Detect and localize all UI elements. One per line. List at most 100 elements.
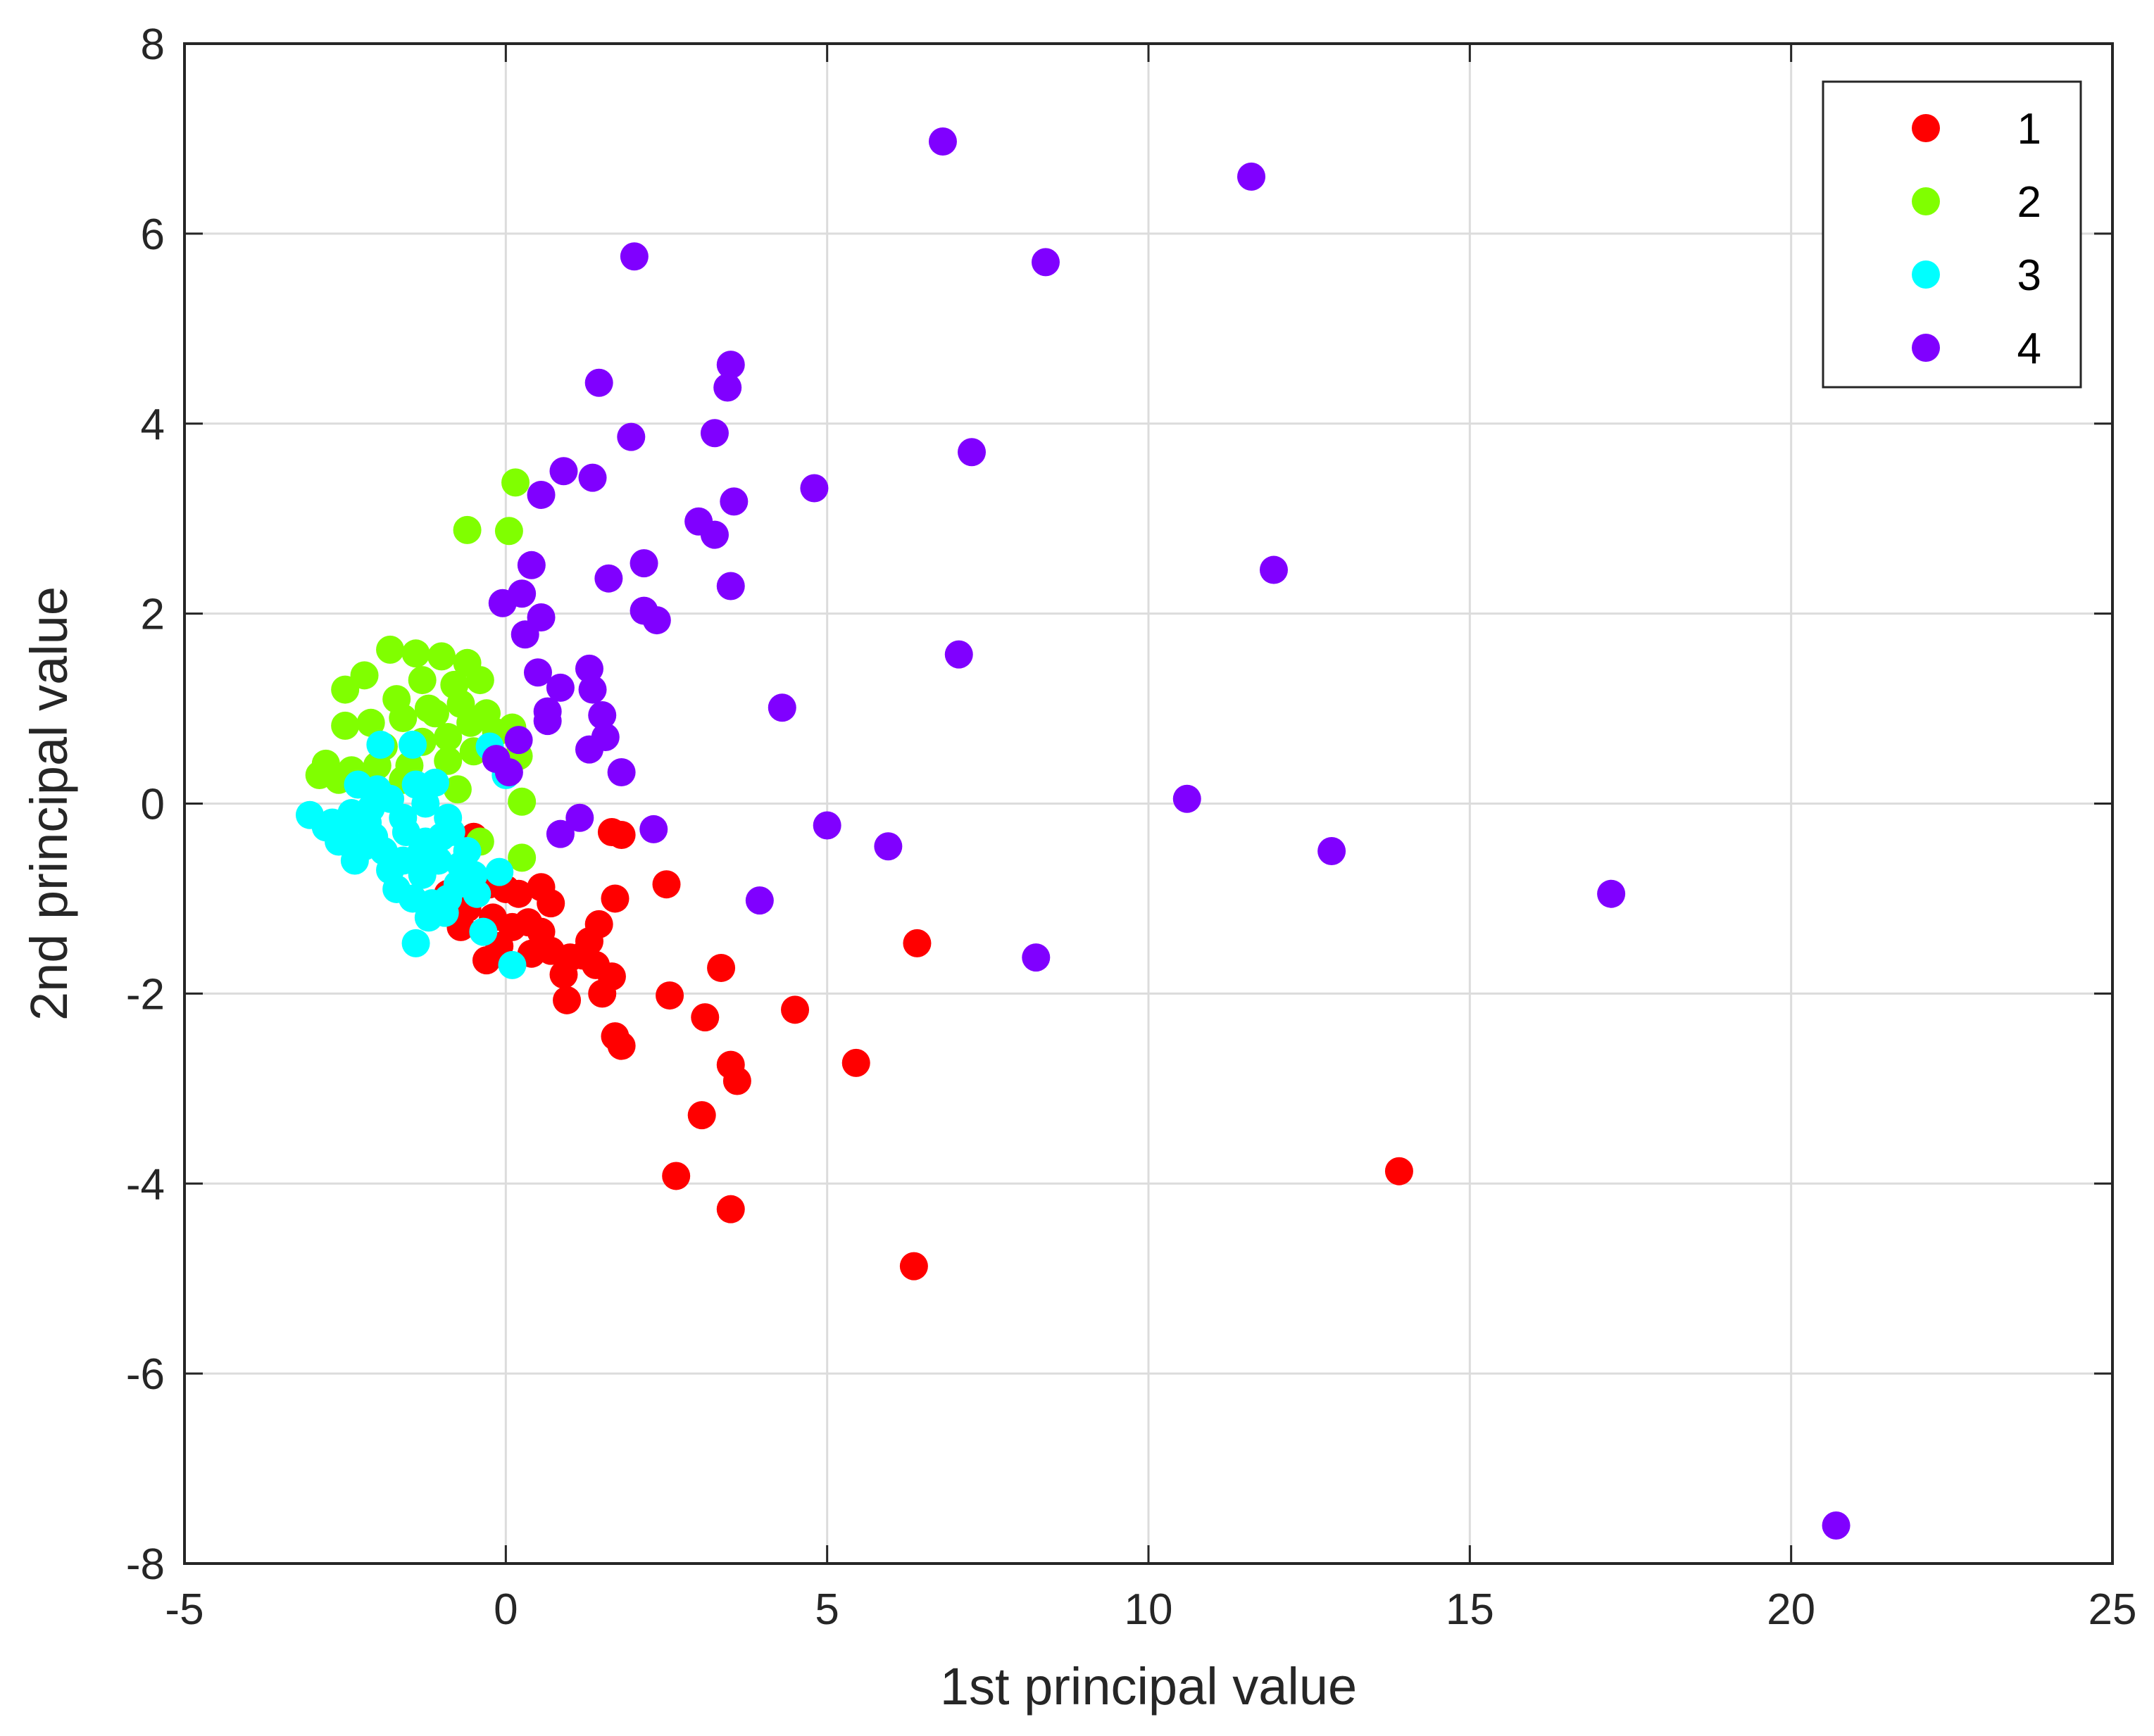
data-point bbox=[376, 855, 405, 884]
data-point bbox=[434, 746, 463, 775]
data-point bbox=[1031, 248, 1060, 277]
data-point bbox=[469, 917, 498, 946]
data-point bbox=[434, 803, 463, 832]
legend-marker bbox=[1912, 187, 1940, 215]
data-point bbox=[1384, 1157, 1413, 1185]
x-axis-label: 1st principal value bbox=[940, 1657, 1357, 1716]
data-point bbox=[485, 857, 514, 886]
data-point bbox=[446, 851, 475, 880]
y-tick-label: 2 bbox=[141, 591, 165, 639]
data-point bbox=[456, 708, 485, 737]
data-point bbox=[841, 1048, 870, 1077]
data-point bbox=[401, 929, 430, 957]
data-point bbox=[517, 551, 546, 579]
axis-ticks bbox=[183, 42, 2114, 1565]
data-point bbox=[356, 708, 385, 737]
data-point bbox=[527, 480, 556, 509]
data-point bbox=[331, 711, 360, 740]
data-point bbox=[656, 981, 684, 1010]
data-point bbox=[607, 757, 636, 786]
data-point bbox=[295, 800, 324, 829]
y-tick-label: 6 bbox=[141, 210, 165, 259]
data-point bbox=[553, 986, 582, 1014]
y-tick-label: 0 bbox=[141, 781, 165, 829]
y-tick-label: 8 bbox=[141, 20, 165, 69]
data-point bbox=[494, 757, 523, 786]
data-point bbox=[408, 666, 437, 695]
data-point bbox=[366, 730, 395, 759]
legend-box bbox=[1822, 80, 2082, 389]
legend-label: 1 bbox=[2017, 105, 2041, 153]
data-point bbox=[707, 953, 736, 982]
data-point bbox=[1597, 879, 1626, 908]
x-tick-label: 15 bbox=[1446, 1585, 1494, 1634]
data-point bbox=[601, 884, 630, 913]
data-point bbox=[813, 811, 841, 840]
data-point bbox=[691, 1003, 720, 1032]
x-tick-label: 5 bbox=[815, 1585, 839, 1634]
data-point bbox=[430, 898, 459, 927]
data-point bbox=[687, 1101, 716, 1130]
data-point bbox=[331, 675, 360, 704]
data-point bbox=[465, 666, 494, 695]
legend-marker bbox=[1912, 334, 1940, 362]
data-point bbox=[716, 1195, 745, 1224]
data-point bbox=[488, 589, 517, 617]
data-point bbox=[401, 639, 430, 668]
data-point bbox=[494, 517, 523, 546]
data-point bbox=[588, 701, 617, 730]
data-point bbox=[389, 803, 418, 832]
data-point bbox=[414, 694, 443, 723]
data-point bbox=[523, 658, 552, 687]
data-point bbox=[1172, 784, 1201, 813]
data-point bbox=[617, 422, 646, 451]
data-point bbox=[652, 870, 681, 899]
data-point bbox=[398, 730, 427, 759]
data-point bbox=[642, 606, 671, 635]
data-point bbox=[607, 1031, 636, 1060]
axis-tick-labels: -5 0 5 10 15 20 25 -8 -6 -4 -2 0 2 4 6 8 bbox=[126, 20, 2137, 1634]
data-point bbox=[511, 620, 539, 649]
legend-label: 3 bbox=[2017, 251, 2041, 300]
data-point bbox=[546, 673, 575, 702]
data-point bbox=[588, 979, 617, 1008]
data-point bbox=[1022, 943, 1051, 972]
data-point bbox=[578, 463, 607, 492]
data-point bbox=[1259, 555, 1288, 584]
data-point bbox=[639, 814, 668, 843]
data-point bbox=[1822, 1511, 1851, 1540]
data-point bbox=[565, 803, 594, 832]
data-point bbox=[594, 564, 623, 593]
series-3 bbox=[295, 730, 527, 979]
data-point bbox=[498, 950, 527, 979]
legend-marker bbox=[1912, 114, 1940, 142]
data-point bbox=[504, 726, 533, 755]
data-point bbox=[363, 751, 392, 780]
data-point bbox=[453, 515, 482, 544]
data-point bbox=[405, 841, 434, 870]
data-point bbox=[344, 770, 372, 799]
data-points bbox=[295, 127, 1851, 1540]
data-point bbox=[533, 707, 562, 736]
y-tick-label: -6 bbox=[126, 1350, 165, 1399]
data-point bbox=[546, 819, 575, 848]
data-point bbox=[420, 768, 449, 797]
data-point bbox=[716, 351, 745, 379]
data-point bbox=[411, 789, 440, 818]
data-point bbox=[720, 487, 749, 516]
data-point bbox=[549, 457, 578, 486]
data-point bbox=[745, 886, 774, 915]
data-point bbox=[1317, 836, 1346, 865]
data-point bbox=[427, 642, 456, 671]
data-point bbox=[768, 693, 796, 722]
data-point bbox=[389, 704, 418, 733]
x-tick-label: 10 bbox=[1125, 1585, 1173, 1634]
x-tick-label: -5 bbox=[165, 1585, 203, 1634]
data-point bbox=[376, 635, 405, 664]
data-point bbox=[874, 832, 903, 861]
data-point bbox=[434, 723, 463, 752]
data-point bbox=[944, 640, 973, 669]
data-point bbox=[662, 1162, 691, 1190]
y-axis-label: 2nd principal value bbox=[20, 586, 78, 1021]
data-point bbox=[713, 373, 742, 402]
